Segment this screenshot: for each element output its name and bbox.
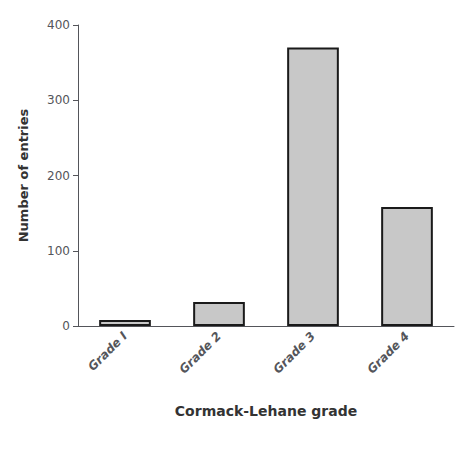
svg-text:Cormack-Lehane grade: Cormack-Lehane grade	[175, 403, 357, 419]
svg-text:300: 300	[47, 93, 70, 107]
svg-text:Number of entries: Number of entries	[16, 108, 31, 242]
svg-text:Grade 2: Grade 2	[177, 329, 224, 376]
svg-text:200: 200	[47, 169, 70, 183]
svg-text:Grade 4: Grade 4	[365, 329, 412, 376]
svg-text:100: 100	[47, 244, 70, 258]
svg-text:400: 400	[47, 18, 70, 32]
svg-text:Grade 3: Grade 3	[271, 329, 318, 376]
svg-text:0: 0	[62, 319, 70, 333]
svg-text:Grade I: Grade I	[85, 329, 130, 374]
